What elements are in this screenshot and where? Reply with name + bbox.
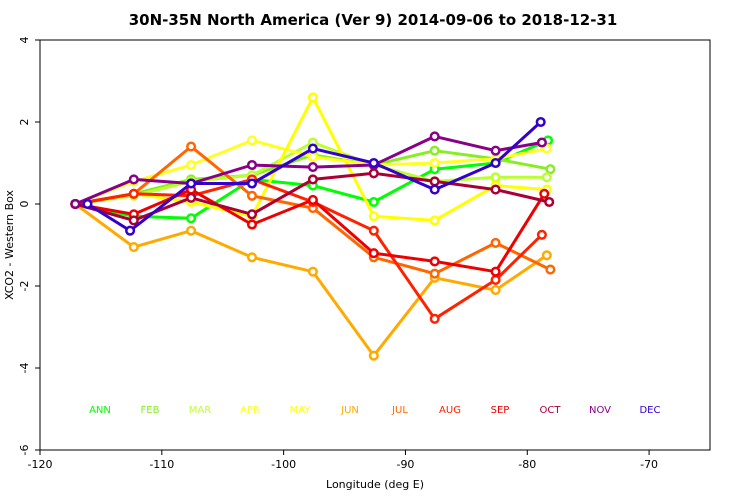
data-point bbox=[536, 137, 547, 148]
data-point bbox=[246, 252, 258, 263]
data-point bbox=[490, 184, 501, 195]
series-apr bbox=[70, 135, 552, 210]
legend-entry-oct: OCT bbox=[540, 405, 562, 416]
series-dec bbox=[82, 116, 546, 236]
x-tick-label: -100 bbox=[271, 458, 296, 471]
y-tick-label: -4 bbox=[18, 363, 31, 374]
data-point bbox=[429, 145, 440, 156]
data-point bbox=[490, 266, 501, 277]
x-tick-label: -70 bbox=[640, 458, 658, 471]
data-point bbox=[246, 219, 258, 230]
data-point bbox=[429, 268, 440, 279]
data-point bbox=[246, 190, 258, 201]
series-lines bbox=[70, 92, 556, 361]
x-tick-label: -110 bbox=[149, 458, 174, 471]
data-point bbox=[490, 172, 501, 183]
x-tick-label: -90 bbox=[396, 458, 414, 471]
data-point bbox=[186, 159, 197, 171]
data-point bbox=[307, 92, 318, 103]
data-point bbox=[541, 172, 552, 183]
y-axis: -6 -4 -2 0 2 4 bbox=[18, 37, 40, 456]
x-tick-label: -120 bbox=[28, 458, 53, 471]
y-tick-label: -6 bbox=[18, 445, 31, 456]
data-point bbox=[307, 266, 318, 277]
data-point bbox=[429, 131, 440, 142]
data-point bbox=[368, 168, 379, 179]
legend: ANN FEB MAR APR MAY JUN JUL AUG SEP OCT NOV DEC bbox=[89, 405, 660, 416]
plot-frame bbox=[39, 39, 711, 451]
data-point bbox=[429, 157, 440, 169]
y-tick-label: -2 bbox=[18, 281, 31, 292]
legend-entry-dec: DEC bbox=[639, 405, 660, 416]
x-axis: -120 -110 -100 -90 -80 -70 bbox=[28, 450, 658, 471]
x-tick-label: -80 bbox=[518, 458, 536, 471]
data-point bbox=[82, 198, 93, 210]
data-point bbox=[186, 213, 197, 224]
data-point bbox=[429, 256, 440, 267]
legend-entry-may: MAY bbox=[290, 405, 312, 416]
data-point bbox=[307, 143, 318, 154]
data-point bbox=[246, 209, 258, 220]
data-point bbox=[125, 225, 136, 236]
data-point bbox=[536, 229, 547, 240]
data-point bbox=[429, 184, 440, 195]
data-point bbox=[535, 116, 546, 128]
data-point bbox=[368, 248, 379, 259]
data-point bbox=[307, 151, 318, 162]
data-point bbox=[429, 215, 440, 226]
data-point bbox=[545, 164, 556, 175]
data-point bbox=[307, 162, 318, 173]
legend-entry-apr: APR bbox=[240, 405, 260, 416]
data-point bbox=[539, 188, 550, 199]
data-point bbox=[128, 188, 139, 199]
data-point bbox=[490, 145, 501, 156]
data-point bbox=[490, 237, 501, 248]
y-tick-label: 4 bbox=[18, 37, 31, 44]
data-point bbox=[490, 285, 501, 296]
legend-entry-feb: FEB bbox=[141, 405, 160, 416]
data-point bbox=[307, 194, 318, 205]
data-point bbox=[246, 178, 258, 189]
chart-title: 30N-35N North America (Ver 9) 2014-09-06… bbox=[129, 11, 618, 29]
data-point bbox=[368, 211, 379, 222]
data-point bbox=[368, 350, 379, 361]
data-point bbox=[429, 313, 440, 324]
data-point bbox=[186, 225, 197, 236]
data-point bbox=[429, 176, 440, 187]
data-point bbox=[246, 135, 258, 146]
data-point bbox=[70, 198, 81, 210]
legend-entry-nov: NOV bbox=[589, 405, 611, 416]
legend-entry-jul: JUL bbox=[391, 405, 408, 416]
data-point bbox=[246, 159, 258, 171]
legend-entry-sep: SEP bbox=[491, 405, 510, 416]
data-point bbox=[541, 143, 552, 154]
legend-entry-mar: MAR bbox=[189, 405, 211, 416]
x-axis-label: Longitude (deg E) bbox=[326, 478, 424, 491]
legend-entry-ann: ANN bbox=[89, 405, 111, 416]
data-point bbox=[368, 157, 379, 169]
data-point bbox=[307, 174, 318, 185]
legend-entry-aug: AUG bbox=[439, 405, 461, 416]
data-point bbox=[544, 196, 555, 208]
y-axis-label: XCO2 - Western Box bbox=[3, 189, 16, 300]
y-tick-label: 0 bbox=[18, 201, 31, 208]
data-point bbox=[128, 174, 139, 185]
data-point bbox=[186, 192, 197, 203]
data-point bbox=[490, 157, 501, 169]
y-tick-label: 2 bbox=[18, 119, 31, 126]
data-point bbox=[545, 264, 556, 275]
data-point bbox=[368, 225, 379, 236]
data-point bbox=[541, 250, 552, 261]
data-point bbox=[128, 215, 139, 226]
data-point bbox=[186, 178, 197, 189]
data-point bbox=[186, 141, 197, 152]
data-point bbox=[490, 274, 501, 285]
legend-entry-jun: JUN bbox=[340, 405, 359, 416]
data-point bbox=[128, 242, 139, 253]
data-point bbox=[368, 196, 379, 208]
